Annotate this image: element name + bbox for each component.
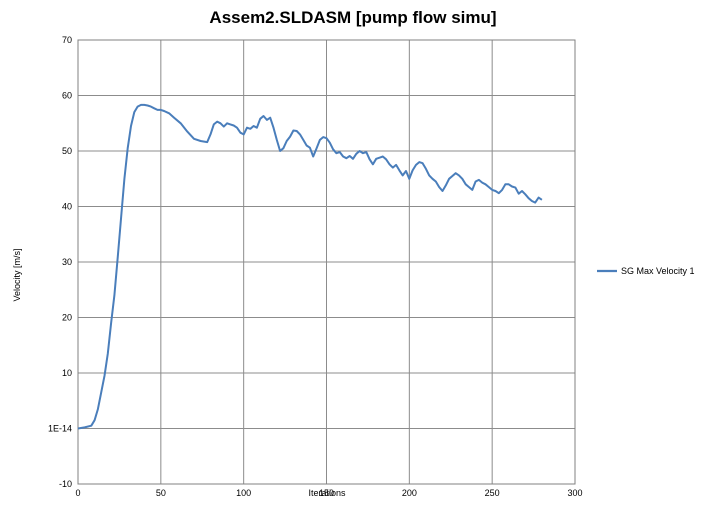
x-tick-label: 100 <box>236 488 251 498</box>
y-axis-ticks: -10 1E-14 10 20 30 40 50 60 70 <box>48 35 72 489</box>
y-tick-label: 40 <box>62 202 72 212</box>
y-tick-label: 50 <box>62 146 72 156</box>
x-tick-label: 250 <box>485 488 500 498</box>
y-axis-label: Velocity [m/s] <box>12 248 22 301</box>
x-axis-label: Iterations <box>308 488 346 498</box>
legend-label: SG Max Velocity 1 <box>621 266 695 276</box>
legend: SG Max Velocity 1 <box>597 266 695 276</box>
x-tick-label: 50 <box>156 488 166 498</box>
y-tick-label: -10 <box>59 479 72 489</box>
series-layer <box>78 105 542 429</box>
x-tick-label: 0 <box>75 488 80 498</box>
y-tick-label: 60 <box>62 91 72 101</box>
y-tick-label: 1E-14 <box>48 424 72 434</box>
x-tick-label: 300 <box>567 488 582 498</box>
y-tick-label: 10 <box>62 368 72 378</box>
x-tick-label: 200 <box>402 488 417 498</box>
y-tick-label: 30 <box>62 257 72 267</box>
y-tick-label: 20 <box>62 313 72 323</box>
series-line-1 <box>78 105 542 429</box>
chart-title: Assem2.SLDASM [pump flow simu] <box>209 8 496 27</box>
y-tick-label: 70 <box>62 35 72 45</box>
